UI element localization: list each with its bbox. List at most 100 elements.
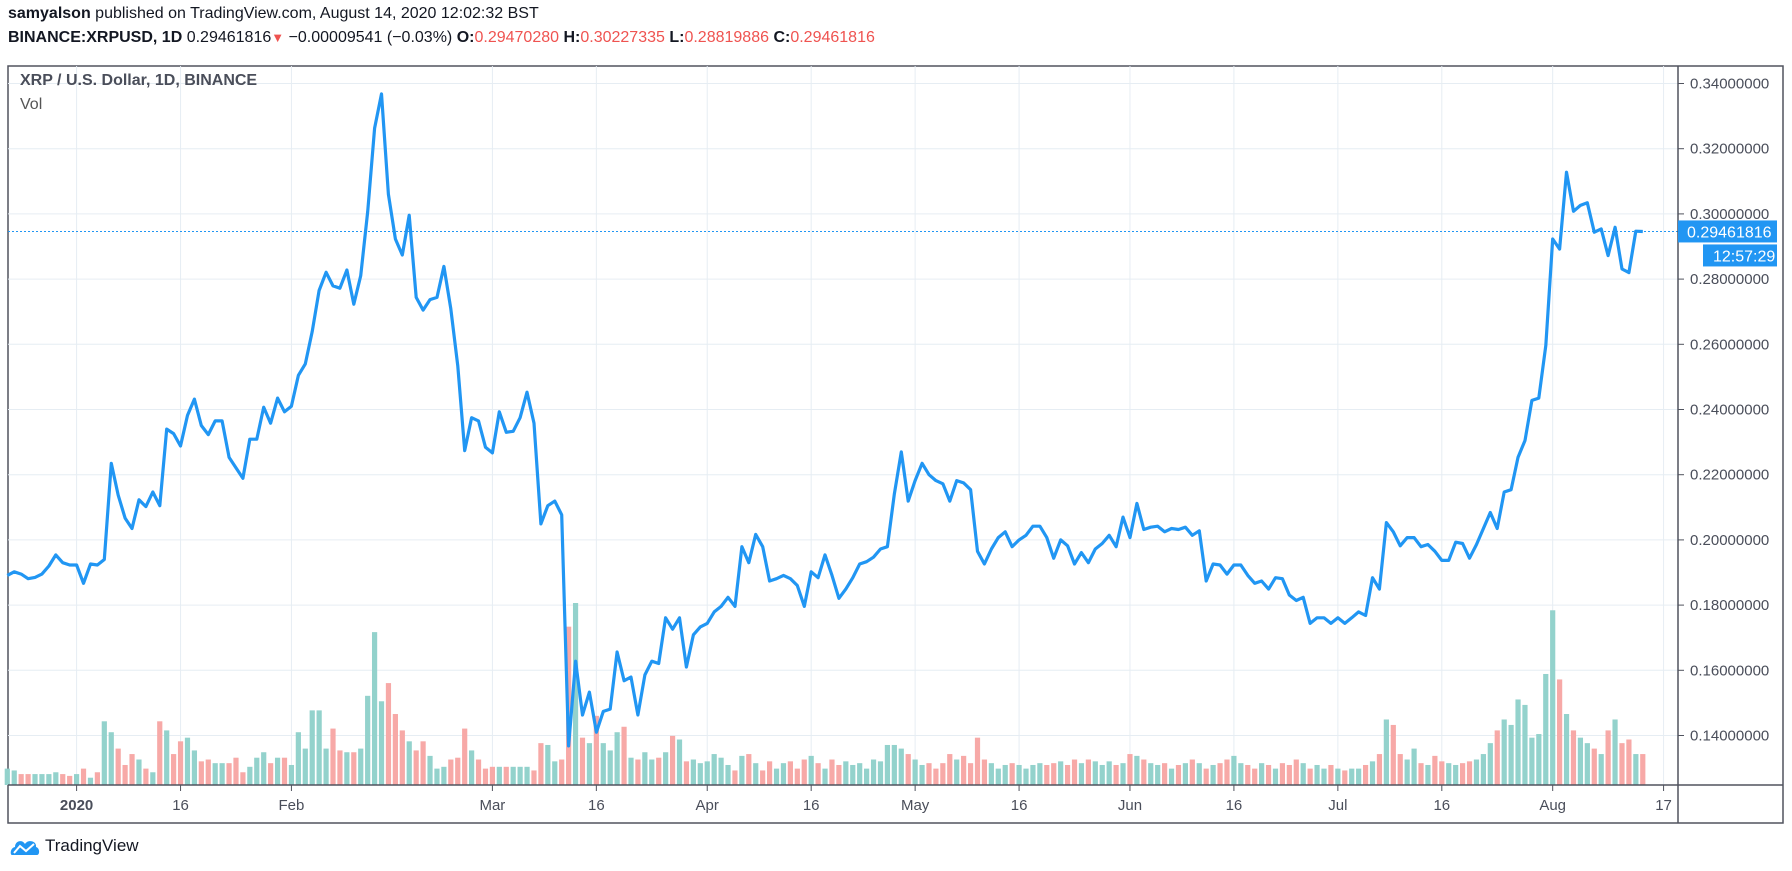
time-tick-label: 2020 — [60, 797, 93, 814]
volume-bar — [309, 710, 315, 785]
volume-bar — [954, 759, 960, 785]
volume-bar — [74, 774, 80, 785]
time-tick-label: 17 — [1655, 797, 1672, 814]
volume-bar — [1016, 764, 1022, 785]
volume-bar — [1494, 730, 1500, 785]
volume-bar — [4, 768, 10, 785]
volume-bar — [101, 721, 107, 785]
volume-bar — [787, 761, 793, 785]
price-tick-label: 0.18000000 — [1690, 597, 1769, 614]
volume-bar — [1168, 768, 1175, 785]
volume-bar — [1175, 764, 1182, 785]
countdown-text: 12:57:29 — [1713, 248, 1775, 265]
volume-bar — [115, 748, 121, 785]
volume-bar — [850, 764, 856, 785]
price-tick-label: 0.22000000 — [1690, 467, 1769, 484]
volume-bar — [1127, 754, 1133, 785]
symbol-name: BINANCE:XRPUSD, 1D — [8, 29, 183, 46]
volume-bar — [1529, 737, 1535, 785]
volume-bar — [1640, 754, 1646, 785]
volume-bar — [884, 744, 891, 785]
volume-bar — [656, 757, 662, 785]
volume-bar — [1460, 763, 1466, 785]
volume-bar — [780, 763, 787, 785]
volume-bar — [531, 770, 537, 785]
volume-bar — [18, 774, 24, 785]
volume-bar — [1134, 755, 1140, 785]
volume-bar — [711, 754, 717, 785]
price-tick-label: 0.34000000 — [1690, 76, 1769, 93]
volume-bar — [1425, 764, 1431, 785]
volume-bar — [94, 772, 100, 785]
legend-title: XRP / U.S. Dollar, 1D, BINANCE — [20, 72, 258, 89]
tradingview-logo[interactable]: TradingView — [10, 836, 139, 856]
volume-bar — [1570, 730, 1577, 785]
volume-bar — [635, 759, 641, 785]
volume-bar — [1071, 759, 1078, 785]
volume-bar — [829, 759, 835, 785]
volume-bar — [1404, 759, 1410, 785]
time-tick-label: Jun — [1118, 797, 1142, 814]
volume-bar — [198, 761, 204, 785]
volume-bar — [330, 728, 336, 785]
volume-bar — [746, 754, 752, 785]
volume-bar — [947, 754, 953, 785]
volume-bar — [974, 737, 981, 785]
author-name[interactable]: samyalson — [8, 5, 91, 22]
logo-text: TradingView — [45, 836, 139, 855]
volume-bar — [1217, 763, 1223, 785]
volume-bar — [621, 726, 627, 785]
volume-bar — [524, 766, 530, 785]
volume-bar — [552, 761, 558, 785]
high-label: H: — [563, 29, 581, 46]
time-tick-label: 16 — [588, 797, 605, 814]
volume-bar — [274, 757, 281, 785]
volume-bar — [614, 732, 620, 785]
volume-bar — [940, 763, 946, 785]
volume-bar — [462, 728, 468, 785]
volume-bar — [919, 764, 925, 785]
volume-bar — [1480, 754, 1486, 785]
price-tick-label: 0.16000000 — [1690, 662, 1769, 679]
last-price-badge-text: 0.29461816 — [1687, 224, 1772, 241]
volume-bar — [184, 737, 191, 785]
volume-bar — [933, 768, 939, 785]
volume-bar — [427, 755, 433, 785]
volume-bar — [683, 761, 690, 785]
volume-bar — [212, 763, 218, 785]
volume-bar — [1411, 748, 1417, 785]
volume-bar — [545, 744, 551, 785]
volume-bar — [365, 695, 371, 785]
price-tick-label: 0.30000000 — [1690, 206, 1769, 223]
volume-bar — [1113, 764, 1119, 785]
volume-bar — [1307, 768, 1313, 785]
time-tick-label: 16 — [172, 797, 189, 814]
volume-bar — [344, 752, 350, 785]
time-tick-label: May — [901, 797, 930, 814]
volume-bar — [1446, 763, 1452, 785]
volume-bar — [1099, 764, 1105, 785]
triangle-down-icon: ▼ — [271, 30, 285, 45]
volume-bar — [1543, 673, 1549, 785]
volume-bar — [912, 759, 918, 785]
volume-bar — [663, 752, 669, 785]
price-line — [6, 92, 1643, 748]
volume-bar — [988, 763, 994, 785]
legend-volume: Vol — [20, 96, 43, 113]
volume-bar — [455, 757, 461, 785]
last-price: 0.29461816 — [186, 29, 272, 46]
countdown-badge — [1703, 244, 1777, 267]
volume-bar — [1009, 763, 1015, 785]
volume-bar — [1265, 764, 1272, 785]
volume-bar — [961, 755, 967, 785]
volume-bar — [1002, 764, 1008, 785]
volume-bar — [164, 730, 170, 785]
volume-bar — [295, 732, 301, 785]
volume-bar — [1058, 761, 1064, 785]
volume-bar — [1397, 754, 1403, 785]
price-tick-label: 0.28000000 — [1690, 271, 1769, 288]
time-tick-label: Aug — [1539, 797, 1566, 814]
volume-bar — [1335, 768, 1341, 785]
volume-bar — [1418, 763, 1424, 785]
